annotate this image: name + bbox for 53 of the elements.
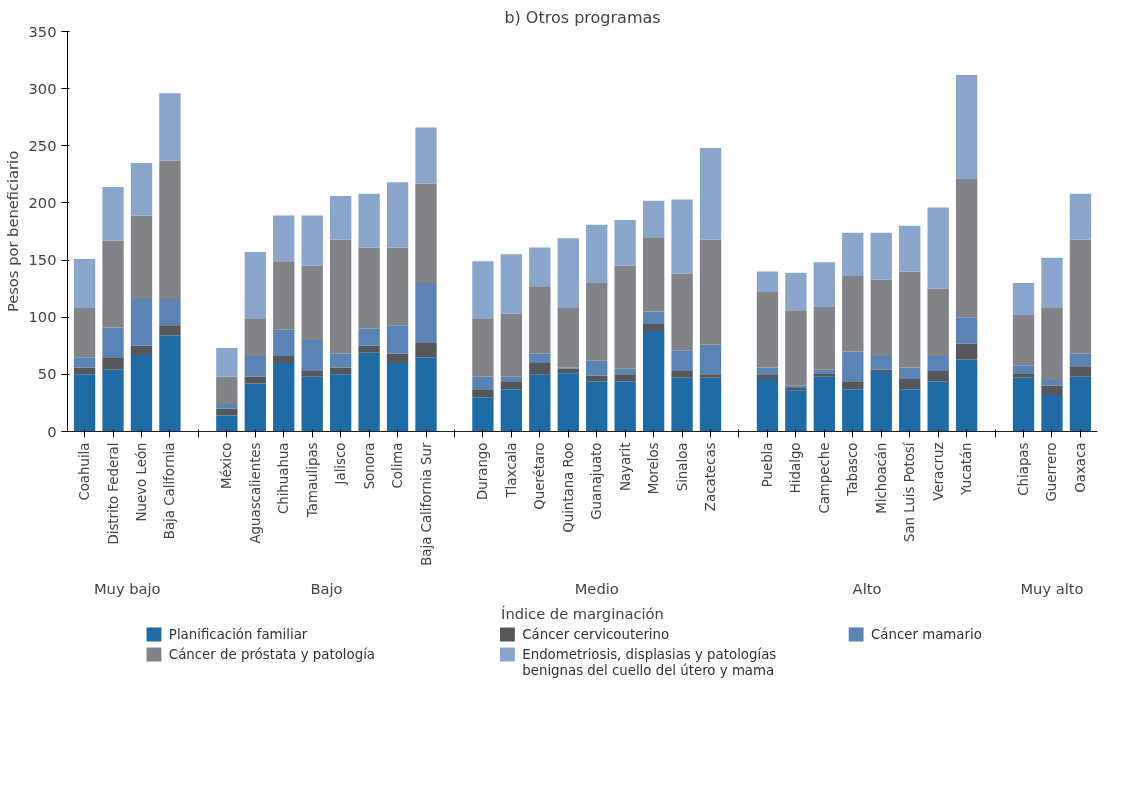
chart-title: b) Otros programas [504,7,661,27]
x-tick-label: Nuevo León [133,442,149,522]
x-tick-label: Baja California [162,442,178,540]
x-tick-label: Aguascalientes [247,442,263,544]
x-tick-label: México [219,442,235,490]
x-tick-label: Querétaro [532,442,548,510]
x-axis-title: Índice de marginación [501,604,664,622]
legend-label: Cáncer de próstata y patología [168,646,376,662]
text: Muy bajo [93,579,161,597]
text: Alto [852,579,882,597]
x-tick-label: Tamaulipas [304,442,320,519]
x-tick-label: Zacatecas [703,442,719,512]
legend-label: Cáncer mamario [871,626,982,642]
x-tick-label: Chiapas [1016,442,1032,496]
x-tick-label: Hidalgo [788,442,804,494]
x-tick-label: Durango [475,442,491,500]
text: Medio [574,579,619,597]
x-tick-label: Coahuila [77,442,93,501]
y-tick-label: 0 [47,422,57,440]
legend-label: Cáncer cervicouterino [522,626,670,642]
y-axis-title: Pesos por beneficiario [3,150,21,313]
y-tick-label: 300 [28,79,57,97]
x-tick-label: Guanajuato [589,442,605,520]
y-tick-label: 100 [28,308,57,326]
x-tick-label: Quintana Roo [560,442,576,533]
text: Muy alto [1020,579,1084,597]
y-tick-label: 250 [28,136,57,154]
y-tick-label: 350 [28,22,57,40]
legend-label: Endometriosis, displasias y patologías benignas del cuello del útero y mama [522,646,777,678]
x-tick-label: Morelos [646,442,662,495]
x-tick-label: Sonora [361,442,377,490]
x-tick-label: Chihuahua [276,442,292,515]
x-tick-label: Veracruz [930,442,946,501]
x-tick-label: Yucatán [959,442,975,496]
x-tick-label: Campeche [816,442,832,514]
x-tick-label: Tabasco [845,442,861,497]
legend-label: Planificación familiar [168,626,308,642]
x-tick-label: Michoacán [873,442,889,514]
x-tick-label: Tlaxcala [503,442,519,499]
x-tick-label: Distrito Federal [105,442,121,545]
x-tick-label: Oaxaca [1072,442,1088,493]
text: Bajo [310,579,343,597]
x-tick-label: Guerrero [1044,442,1060,502]
y-tick-label: 200 [28,193,57,211]
x-tick-label: Puebla [759,442,775,488]
x-tick-label: Jalisco [333,442,349,486]
x-tick-label: Nayarit [617,442,633,492]
x-tick-label: Baja California Sur [418,441,434,566]
y-tick-label: 150 [28,251,57,269]
x-tick-label: San Luis Potosí [902,441,918,543]
y-tick-label: 50 [37,365,57,383]
x-tick-label: Sinaloa [674,442,690,492]
x-tick-label: Colima [390,442,406,489]
